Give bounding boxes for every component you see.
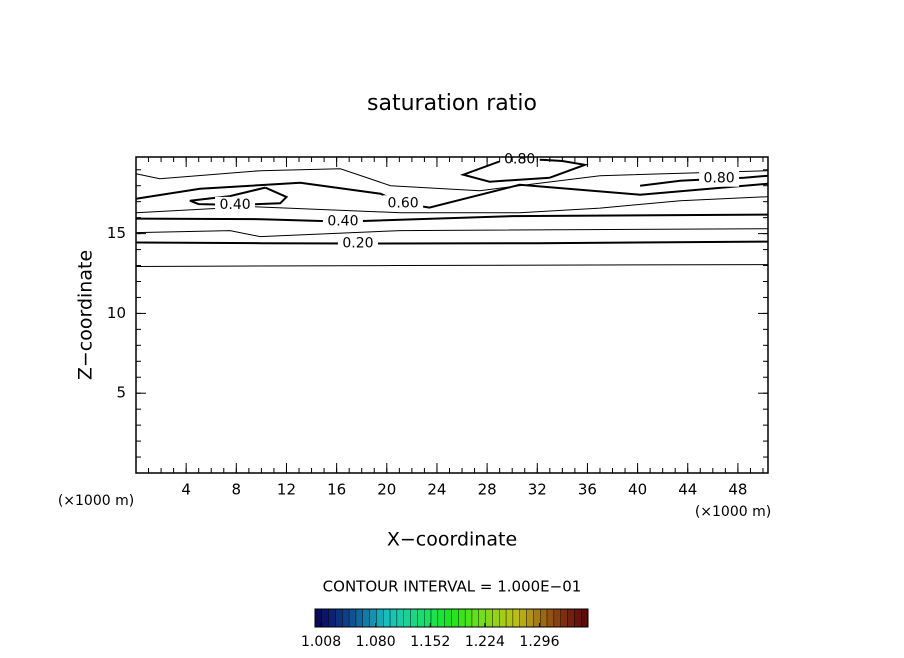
x-tick-label: 44 [678,481,697,499]
contour-line [135,168,769,192]
colorbar-swatch [403,608,411,628]
x-tick-label: 24 [427,481,446,499]
colorbar-swatch [553,608,561,628]
colorbar-swatch [485,608,493,628]
x-unit: (×1000 m) [695,504,771,520]
colorbar-swatch [526,608,534,628]
colorbar-swatch [567,608,575,628]
contour-label: 0.20 [342,236,373,252]
colorbar-tick-label: 1.008 [301,634,341,650]
y-unit: (×1000 m) [58,493,134,509]
colorbar-swatch [410,608,418,628]
x-tick-label: 20 [377,481,396,499]
colorbar-swatch [383,608,391,628]
colorbar-swatch [362,608,370,628]
contour-label-bg [383,195,424,212]
colorbar-swatch [376,608,384,628]
colorbar-tick-label: 1.080 [356,634,396,650]
colorbar-swatch [458,608,466,628]
colorbar-swatch [355,608,363,628]
chart-title: saturation ratio [367,91,537,116]
colorbar-swatch [519,608,527,628]
colorbar-frame [314,608,589,628]
contour-label-bg [322,213,363,230]
contour-label: 0.80 [504,151,535,167]
x-tick-label: 8 [232,481,242,499]
colorbar-swatch [417,608,425,628]
contour-line [135,228,769,238]
colorbar-swatch [342,608,350,628]
y-tick-label: 10 [107,304,126,322]
x-tick-label: 40 [628,481,647,499]
contour-label-bg [699,170,740,187]
colorbar-swatch [396,608,404,628]
colorbar-swatch [328,608,336,628]
colorbar-swatch [492,608,500,628]
x-tick-label: 32 [528,481,547,499]
x-tick-label: 12 [277,481,296,499]
x-axis-label: X−coordinate [387,529,517,551]
x-tick-label: 16 [327,481,346,499]
colorbar-tick-label: 1.224 [465,634,505,650]
contour-label: 0.40 [327,214,358,230]
colorbar-swatch [471,608,480,628]
colorbar-swatch [574,608,582,628]
contour-label: 0.80 [704,171,735,187]
colorbar-swatch [512,608,520,628]
colorbar-swatch [580,608,589,628]
x-tick-label: 36 [578,481,597,499]
colorbar-swatch [389,608,398,628]
colorbar-swatch [499,608,507,628]
contour-label-bg [215,196,256,213]
colorbar-swatch [505,608,514,628]
colorbar-swatch [348,608,357,628]
colorbar-swatch [321,608,329,628]
contour-label-bg [499,151,540,168]
x-tick-label: 48 [728,481,747,499]
contour-line [135,264,769,267]
colorbar-swatch [335,608,343,628]
colorbar-swatch [540,608,548,628]
colorbar-tick-label: 1.152 [410,634,450,650]
colorbar-swatch [546,608,555,628]
y-tick-label: 5 [116,384,126,402]
y-tick-label: 15 [107,224,126,242]
colorbar-swatch [464,608,473,628]
colorbar-swatch [437,608,445,628]
contour-line [135,240,769,245]
colorbar-swatch [451,608,459,628]
contour-line [135,213,769,223]
y-axis-label: Z−coordinate [75,250,97,380]
x-tick-label: 4 [181,481,191,499]
contour-label-bg [337,235,378,252]
colorbar-swatch [430,608,439,628]
colorbar-swatch [444,608,452,628]
contour-interval: CONTOUR INTERVAL = 1.000E−01 [323,578,582,596]
plot-frame [135,156,769,474]
contour-label: 0.60 [388,195,419,211]
x-tick-label: 28 [478,481,497,499]
colorbar-swatch [560,608,568,628]
contour-label: 0.40 [219,197,250,213]
colorbar-tick-label: 1.296 [519,634,559,650]
